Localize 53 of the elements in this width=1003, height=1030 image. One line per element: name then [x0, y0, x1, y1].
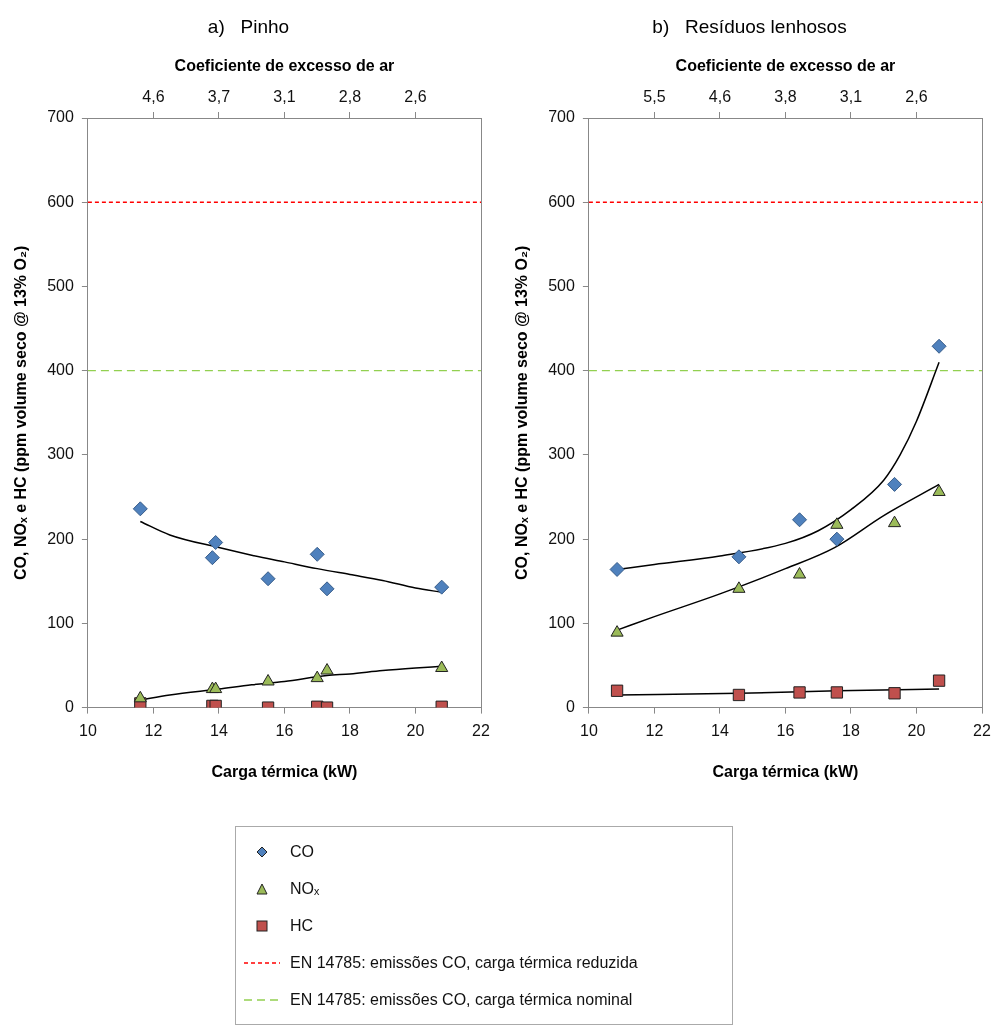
x-tick-label: 20: [907, 721, 926, 739]
chart-title: b) Resíduos lenhosos: [652, 15, 847, 37]
y-tick-label: 0: [64, 698, 74, 716]
x2-axis-title: Coeficiente de excesso de ar: [174, 56, 395, 74]
chart-title: a) Pinho: [207, 15, 290, 37]
y-axis-title: CO, NOₓ e HC (ppm volume seco @ 13% O₂): [12, 245, 30, 581]
x-tick-label: 22: [472, 721, 490, 739]
y-tick-label: 300: [47, 445, 74, 463]
x-tick-label: 18: [341, 721, 359, 739]
y-tick-label: 400: [47, 361, 74, 379]
x-tick-label: 10: [580, 721, 598, 739]
y-tick-label: 100: [47, 613, 74, 631]
y-tick-label: 300: [548, 445, 575, 463]
text: 2,8: [338, 88, 362, 106]
x-tick-label: 22: [973, 721, 991, 739]
x2-axis-title: Coeficiente de excesso de ar: [675, 56, 896, 74]
x-axis-title: Carga térmica (kW): [712, 762, 859, 780]
x-tick-label: 18: [842, 721, 860, 739]
y-tick-label: 600: [548, 192, 575, 210]
x-tick-label: 14: [711, 721, 729, 739]
text: 2,6: [404, 88, 427, 106]
text: 2,6: [905, 88, 928, 106]
legend-label: EN 14785: emissões CO, carga térmica reduzida: [290, 953, 638, 972]
y-tick-label: 400: [548, 361, 575, 379]
y-tick-label: 200: [47, 529, 74, 547]
x-axis-title: Carga térmica (kW): [211, 762, 358, 780]
text: 4,6: [142, 88, 165, 106]
x-tick-label: 16: [275, 721, 294, 739]
text: 3,8: [774, 88, 797, 106]
y-axis-title: CO, NOₓ e HC (ppm volume seco @ 13% O₂): [513, 245, 531, 581]
x-tick-label: 12: [144, 721, 163, 739]
y-tick-label: 600: [47, 192, 74, 210]
y-tick-label: 500: [548, 276, 575, 294]
text: 3,1: [839, 88, 863, 106]
y-tick-label: 100: [548, 613, 575, 631]
legend-label: EN 14785: emissões CO, carga térmica nominal: [290, 990, 633, 1009]
legend-label: HC: [290, 916, 314, 935]
text: 3,1: [273, 88, 296, 106]
text: 3,7: [207, 88, 231, 106]
y-tick-label: 0: [565, 698, 575, 716]
text: 5,5: [643, 88, 666, 106]
y-tick-label: 700: [548, 108, 575, 126]
legend-label: NOₓ: [290, 879, 320, 898]
y-tick-label: 700: [47, 108, 74, 126]
x-tick-label: 14: [210, 721, 228, 739]
text: 4,6: [708, 88, 732, 106]
x-tick-label: 16: [776, 721, 795, 739]
x-tick-label: 10: [79, 721, 97, 739]
x-tick-label: 12: [645, 721, 664, 739]
x-tick-label: 20: [406, 721, 425, 739]
y-tick-label: 200: [548, 529, 575, 547]
legend-label: CO: [290, 842, 314, 861]
y-tick-label: 500: [47, 276, 74, 294]
